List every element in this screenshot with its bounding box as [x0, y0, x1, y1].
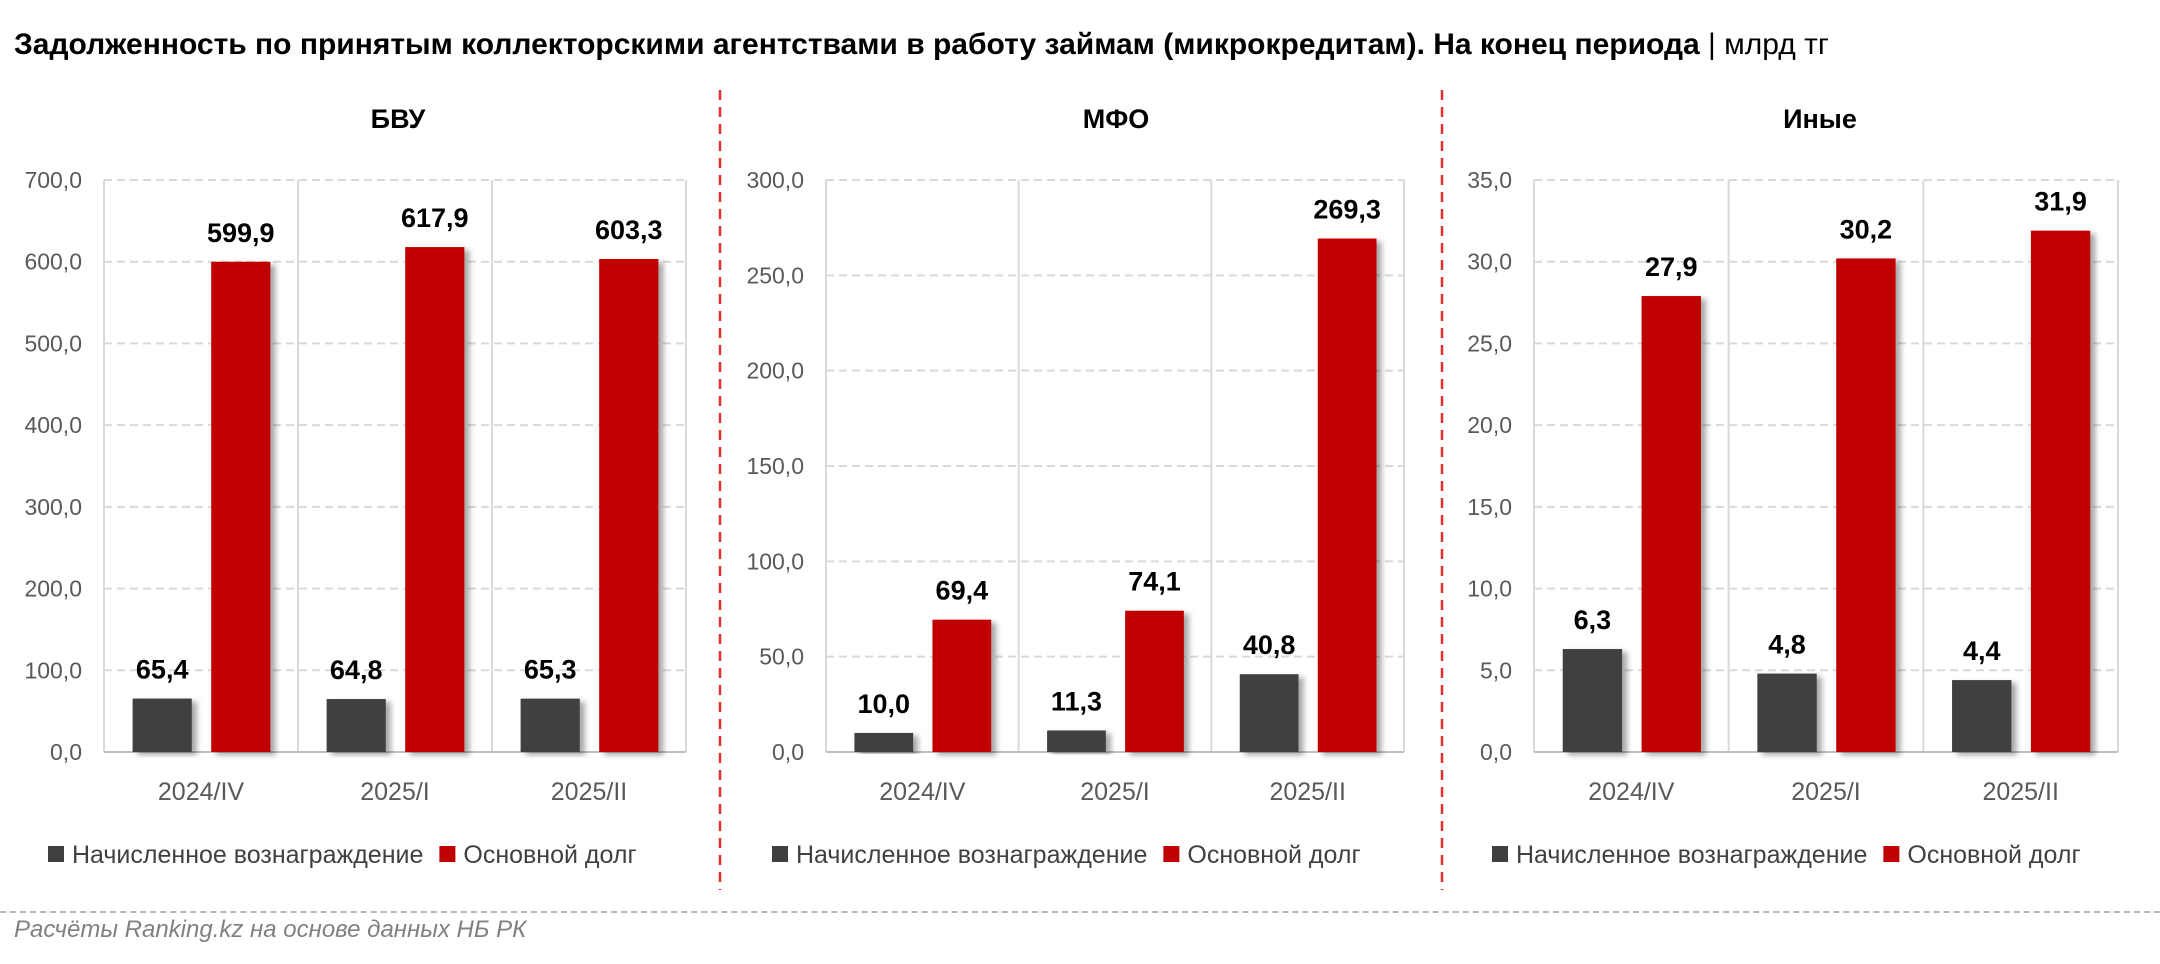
- data-label: 65,4: [136, 655, 189, 685]
- data-label: 269,3: [1313, 195, 1381, 225]
- bar-principal-mfo: [1317, 238, 1377, 752]
- data-label: 599,9: [207, 218, 275, 248]
- y-tick-label: 20,0: [1467, 412, 1512, 438]
- x-tick-label: 2025/I: [1080, 778, 1150, 806]
- bar-accrued-other: [1952, 680, 2012, 752]
- bar-principal-bvu: [405, 247, 465, 752]
- y-tick-label: 35,0: [1467, 167, 1512, 193]
- legend-swatch-accrued: [1492, 846, 1508, 862]
- bar-principal-mfo: [932, 619, 992, 752]
- chart-title: Задолженность по принятым коллекторскими…: [14, 28, 1829, 62]
- bar-principal-other: [1836, 258, 1896, 752]
- y-tick-label: 100,0: [24, 657, 82, 683]
- bar-accrued-bvu: [132, 698, 192, 752]
- legend-swatch-accrued: [48, 846, 64, 862]
- bar-accrued-other: [1757, 673, 1817, 752]
- legend-swatch-principal: [439, 846, 456, 862]
- y-tick-label: 150,0: [746, 453, 804, 479]
- y-tick-label: 0,0: [772, 739, 804, 765]
- y-tick-label: 200,0: [24, 576, 82, 602]
- data-label: 617,9: [401, 203, 469, 233]
- y-tick-label: 400,0: [24, 412, 82, 438]
- x-tick-label: 2025/II: [551, 778, 627, 806]
- bar-accrued-bvu: [520, 698, 580, 752]
- y-tick-label: 200,0: [746, 358, 804, 384]
- y-tick-label: 0,0: [50, 739, 82, 765]
- data-label: 31,9: [2034, 187, 2087, 217]
- panel-title-bvu: БВУ: [371, 104, 427, 134]
- x-tick-label: 2025/II: [1982, 778, 2058, 806]
- legend-label-principal: Основной долг: [1907, 841, 2080, 869]
- x-tick-label: 2025/I: [1791, 778, 1861, 806]
- bar-accrued-mfo: [854, 732, 914, 752]
- data-label: 40,8: [1243, 630, 1296, 660]
- x-tick-label: 2024/IV: [158, 778, 245, 806]
- bar-principal-other: [1641, 296, 1701, 752]
- y-tick-label: 300,0: [24, 494, 82, 520]
- x-tick-label: 2024/IV: [1588, 778, 1675, 806]
- y-tick-label: 5,0: [1480, 657, 1512, 683]
- data-label: 65,3: [524, 655, 577, 685]
- y-tick-label: 250,0: [746, 262, 804, 288]
- footer-divider: [0, 911, 2160, 913]
- legend-label-principal: Основной долг: [463, 841, 636, 869]
- panel-title-mfo: МФО: [1083, 104, 1150, 134]
- data-label: 27,9: [1645, 252, 1698, 282]
- title-separator: |: [1708, 28, 1716, 61]
- bar-accrued-mfo: [1047, 730, 1106, 752]
- legend-label-accrued: Начисленное вознаграждение: [72, 841, 423, 869]
- y-tick-label: 50,0: [759, 644, 804, 670]
- y-tick-label: 700,0: [24, 167, 82, 193]
- data-label: 6,3: [1574, 605, 1612, 635]
- legend-swatch-principal: [1163, 846, 1180, 862]
- legend-swatch-principal: [1883, 846, 1900, 862]
- data-label: 74,1: [1128, 567, 1181, 597]
- bar-principal-other: [2030, 230, 2091, 753]
- data-label: 4,4: [1963, 636, 2001, 666]
- legend-label-principal: Основной долг: [1187, 841, 1360, 869]
- data-label: 11,3: [1051, 686, 1102, 716]
- x-tick-label: 2025/I: [360, 778, 430, 806]
- y-tick-label: 25,0: [1467, 330, 1512, 356]
- legend-label-accrued: Начисленное вознаграждение: [1516, 841, 1867, 869]
- bar-principal-bvu: [599, 259, 659, 752]
- bar-accrued-bvu: [326, 699, 386, 752]
- y-tick-label: 15,0: [1467, 494, 1512, 520]
- bar-accrued-other: [1562, 649, 1623, 752]
- data-label: 10,0: [858, 689, 911, 719]
- panel-title-other: Иные: [1783, 104, 1857, 134]
- y-tick-label: 500,0: [24, 330, 82, 356]
- data-label: 30,2: [1840, 214, 1893, 244]
- data-label: 4,8: [1768, 630, 1806, 660]
- y-tick-label: 100,0: [746, 548, 804, 574]
- y-tick-label: 10,0: [1467, 576, 1512, 602]
- y-tick-label: 300,0: [746, 167, 804, 193]
- source-note: Расчёты Ranking.kz на основе данных НБ Р…: [14, 916, 527, 943]
- bar-accrued-mfo: [1239, 674, 1299, 752]
- x-tick-label: 2025/II: [1269, 778, 1345, 806]
- data-label: 69,4: [936, 576, 989, 606]
- unit-label: млрд тг: [1724, 28, 1829, 61]
- bar-principal-mfo: [1125, 610, 1184, 752]
- y-tick-label: 600,0: [24, 249, 82, 275]
- data-label: 603,3: [595, 215, 663, 245]
- legend-swatch-accrued: [772, 846, 788, 862]
- bar-principal-bvu: [211, 261, 271, 752]
- legend-label-accrued: Начисленное вознаграждение: [796, 841, 1147, 869]
- chart-title-text: Задолженность по принятым коллекторскими…: [14, 28, 1700, 61]
- data-label: 64,8: [330, 655, 383, 685]
- y-tick-label: 0,0: [1480, 739, 1512, 765]
- x-tick-label: 2024/IV: [879, 778, 966, 806]
- y-tick-label: 30,0: [1467, 249, 1512, 275]
